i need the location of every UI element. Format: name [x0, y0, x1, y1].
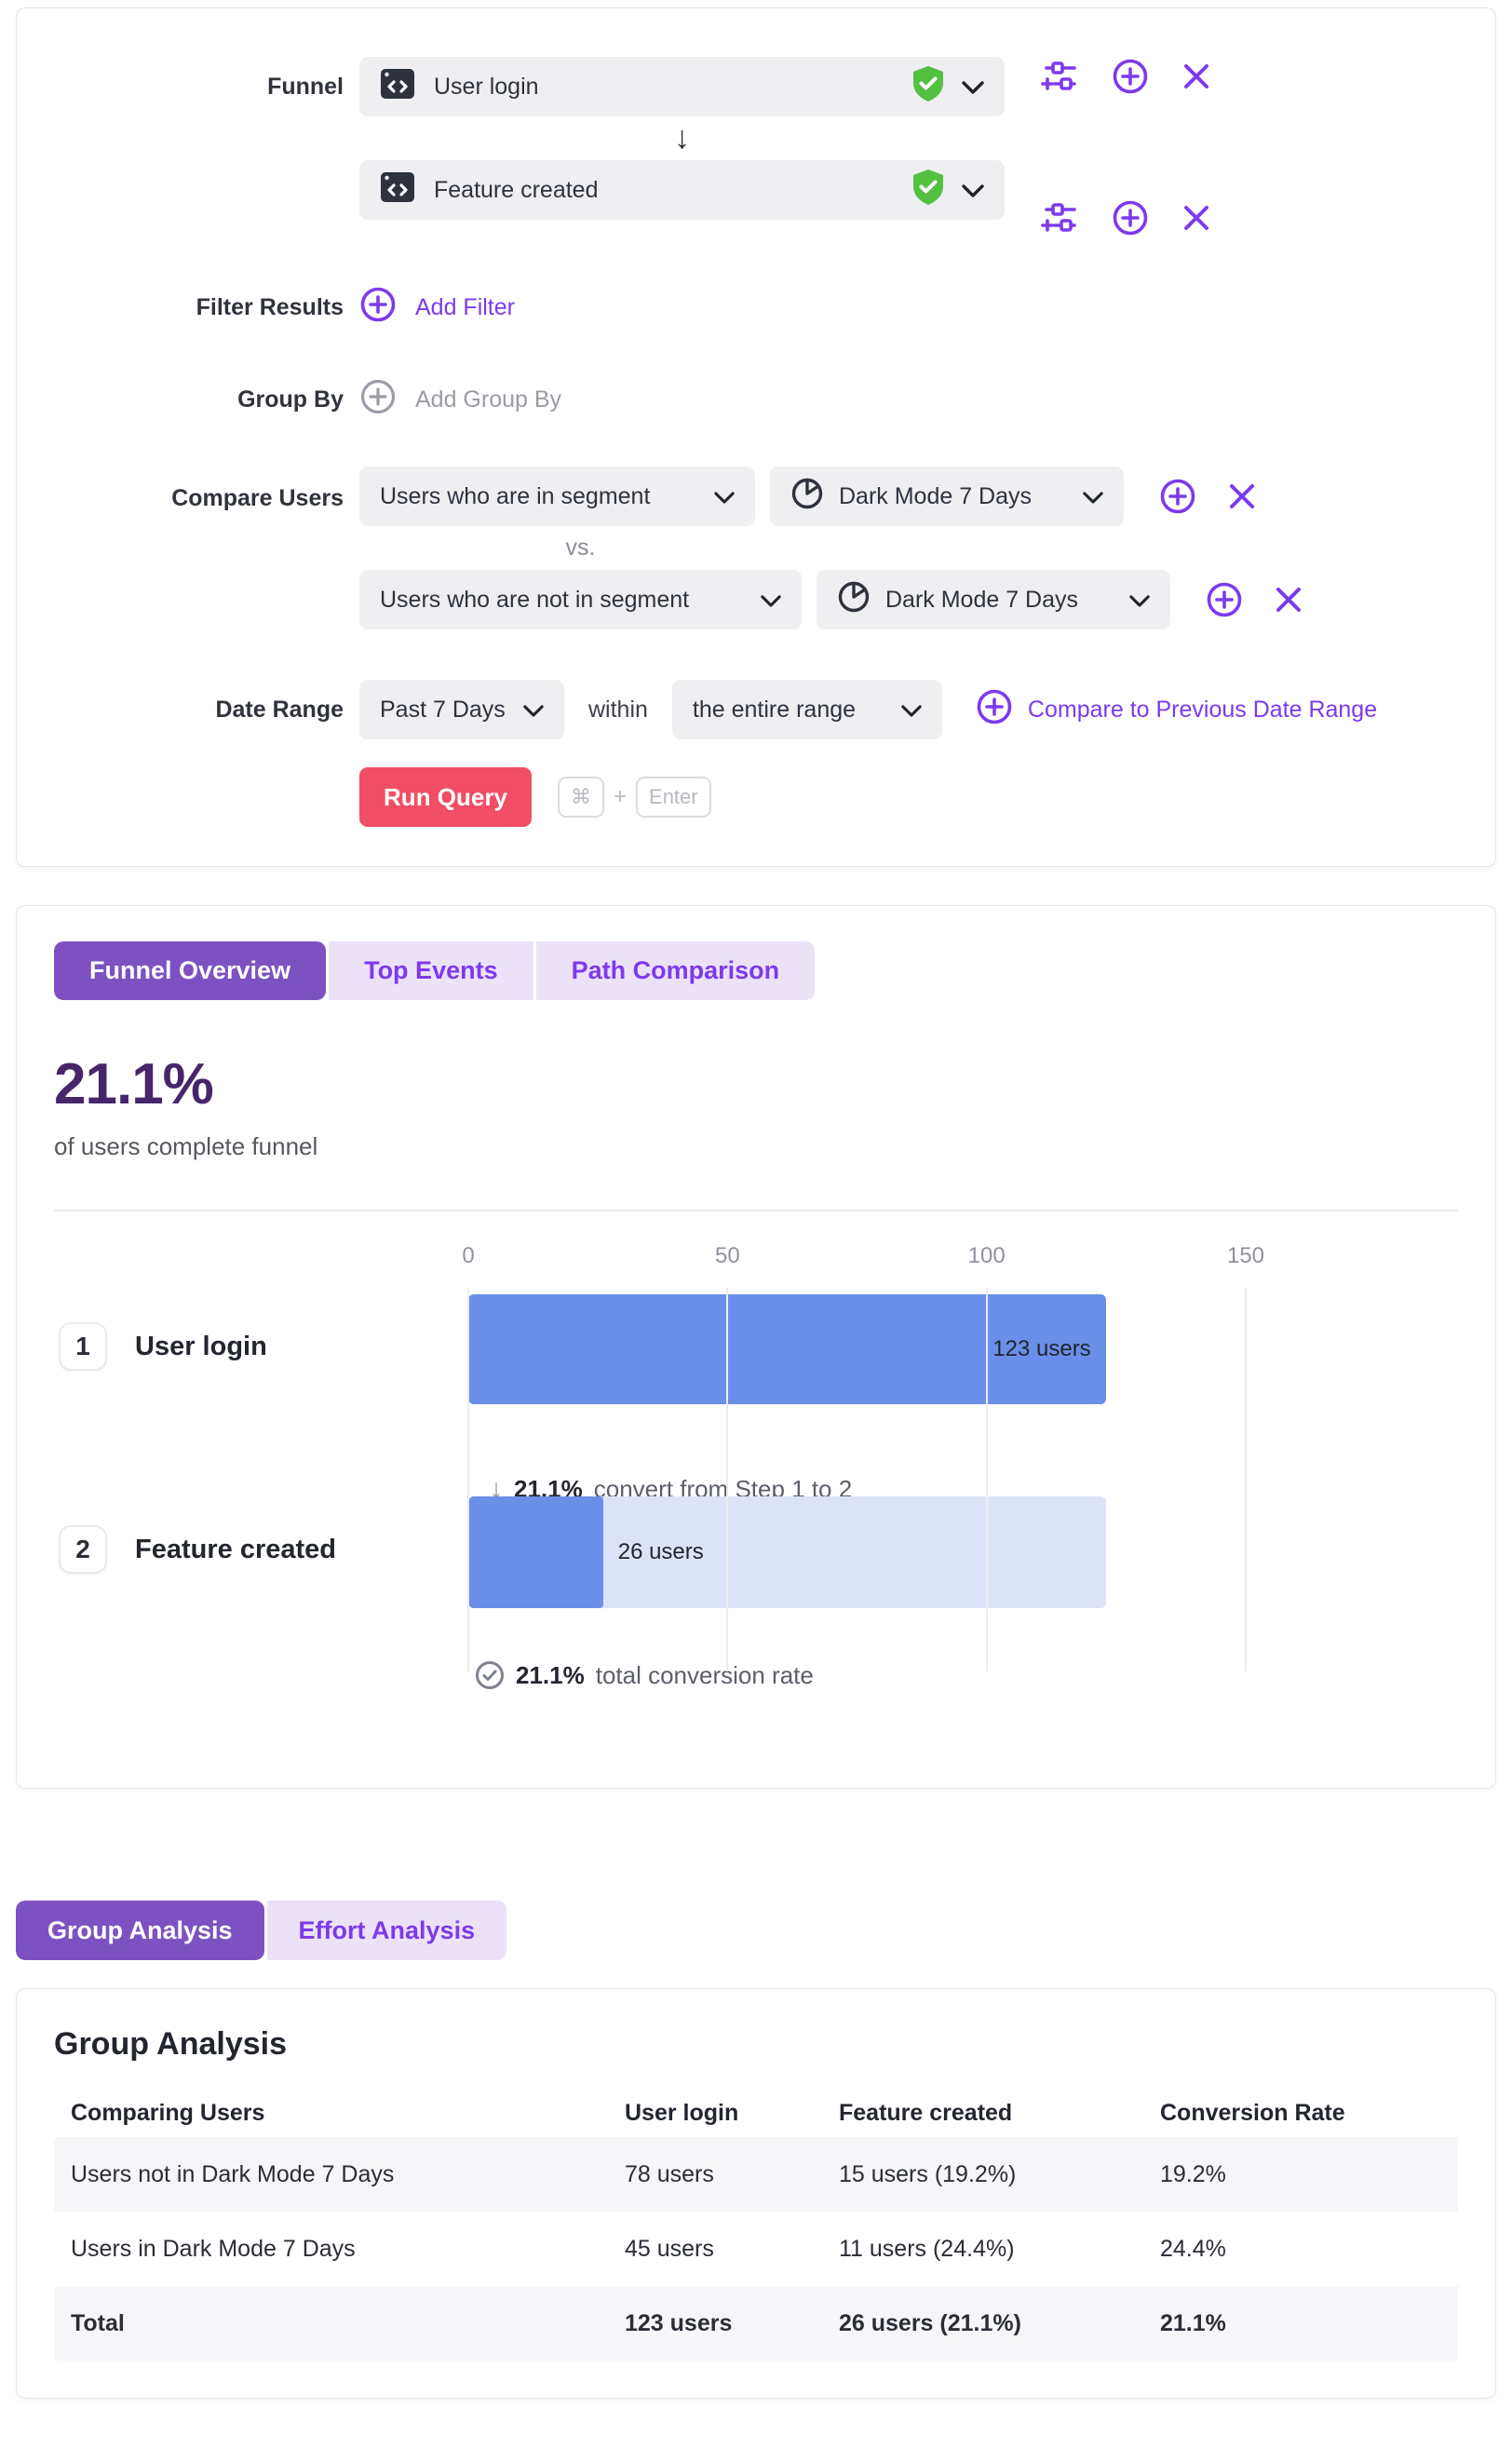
conversion-headline: 21.1% [54, 1052, 214, 1116]
chevron-down-icon [962, 74, 984, 101]
date-scope-select[interactable]: the entire range [671, 680, 942, 739]
tab-top-events[interactable]: Top Events [329, 941, 533, 1000]
funnel-step-1-name: User login [434, 73, 539, 100]
x-axis-tick-label: 150 [1226, 1243, 1265, 1268]
event-icon [380, 171, 415, 210]
total-conversion-note: 21.1% total conversion rate [475, 1660, 814, 1690]
query-builder-card: Funnel User login ↓ [16, 7, 1496, 867]
compare-previous-range-link[interactable]: Compare to Previous Date Range [976, 688, 1377, 732]
down-arrow-icon: ↓ [490, 1474, 503, 1503]
step-1-add-icon[interactable] [1112, 58, 1149, 95]
funnel-label: Funnel [267, 74, 344, 100]
x-axis-tick-label: 50 [714, 1243, 740, 1268]
compare-2-remove-icon[interactable] [1275, 586, 1303, 614]
table-row: Users in Dark Mode 7 Days 45 users 11 us… [71, 2235, 1226, 2262]
conversion-caption: of users complete funnel [54, 1132, 318, 1160]
compare-users-label: Compare Users [171, 485, 344, 511]
check-circle-icon [475, 1660, 505, 1690]
results-tab-group: Funnel Overview Top Events Path Comparis… [54, 941, 816, 1000]
plus-circle-icon [359, 286, 397, 330]
x-axis-tick-label: 100 [967, 1243, 1006, 1268]
x-axis-tick-label: 0 [462, 1243, 475, 1268]
compare-segment-type-2-select[interactable]: Users who are not in segment [359, 570, 802, 629]
funnel-results-card: Funnel Overview Top Events Path Comparis… [16, 905, 1496, 1789]
verified-shield-icon [911, 169, 945, 212]
group-analysis-table: Comparing Users User login Feature creat… [54, 2089, 1458, 2361]
funnel-bar-step-2 [468, 1496, 603, 1608]
compare-segment-2-select[interactable]: Dark Mode 7 Days [817, 570, 1170, 629]
step-1-filter-icon[interactable] [1039, 57, 1078, 96]
date-range-label: Date Range [215, 696, 344, 723]
tab-effort-analysis[interactable]: Effort Analysis [266, 1901, 507, 1960]
compare-1-add-icon[interactable] [1159, 478, 1196, 515]
analysis-tab-group: Group Analysis Effort Analysis [16, 1901, 507, 1960]
plus-circle-icon [976, 688, 1013, 732]
gridline [1245, 1288, 1247, 1671]
funnel-step-1-select[interactable]: User login [359, 57, 1005, 116]
table-row-total: Total 123 users 26 users (21.1%) 21.1% [54, 2286, 1458, 2361]
chevron-down-icon [761, 587, 781, 614]
step-2-filter-icon[interactable] [1039, 198, 1078, 237]
event-icon [380, 68, 415, 106]
tab-funnel-overview[interactable]: Funnel Overview [54, 941, 327, 1000]
funnel-step-2-name: Feature created [434, 176, 599, 203]
gridline [467, 1288, 469, 1671]
tab-path-comparison[interactable]: Path Comparison [535, 941, 816, 1000]
compare-segment-type-1-select[interactable]: Users who are in segment [359, 467, 755, 526]
verified-shield-icon [911, 65, 945, 109]
funnel-step-2-select[interactable]: Feature created [359, 160, 1005, 220]
run-query-button[interactable]: Run Query [359, 767, 532, 827]
step-2-users-value: 26 users [617, 1539, 704, 1564]
col-header-comparing-users: Comparing Users [71, 2099, 265, 2126]
add-filter-button[interactable]: Add Filter [359, 286, 515, 330]
step-1-label: User login [135, 1331, 267, 1361]
gridline [985, 1288, 988, 1671]
filter-results-label: Filter Results [196, 294, 344, 320]
group-analysis-card: Group Analysis Comparing Users User logi… [16, 1988, 1496, 2399]
compare-2-add-icon[interactable] [1206, 581, 1243, 618]
chevron-down-icon [714, 483, 735, 510]
segment-pie-icon [790, 477, 824, 517]
step-2-number: 2 [59, 1525, 107, 1574]
keyboard-shortcut-hint: ⌘ + Enter [558, 777, 711, 818]
compare-segment-1-select[interactable]: Dark Mode 7 Days [770, 467, 1124, 526]
funnel-chart: 1 User login 123 users ↓ 21.1% convert f… [54, 1243, 1458, 1746]
chevron-down-icon [523, 697, 544, 724]
funnel-bar-step-2-track: 26 users [468, 1496, 1106, 1608]
group-analysis-title: Group Analysis [54, 2026, 288, 2062]
step-2-label: Feature created [135, 1534, 336, 1564]
chevron-down-icon [1129, 587, 1150, 614]
vs-separator: vs. [565, 534, 596, 561]
enter-key: Enter [636, 777, 711, 818]
step-1-users-value: 123 users [992, 1336, 1091, 1361]
col-header-conversion-rate: Conversion Rate [1160, 2099, 1345, 2126]
col-header-feature-created: Feature created [839, 2099, 1013, 2126]
funnel-bar-step-1: 123 users [468, 1294, 1106, 1404]
plus-circle-icon [359, 378, 397, 422]
group-by-label: Group By [237, 386, 344, 413]
cmd-key: ⌘ [558, 777, 604, 818]
date-range-select[interactable]: Past 7 Days [359, 680, 564, 739]
step-2-remove-icon[interactable] [1182, 204, 1210, 232]
step-1-remove-icon[interactable] [1182, 62, 1210, 90]
add-group-by-button[interactable]: Add Group By [359, 378, 561, 422]
segment-pie-icon [837, 580, 871, 620]
chevron-down-icon [962, 177, 984, 204]
step-2-add-icon[interactable] [1112, 199, 1149, 237]
compare-1-remove-icon[interactable] [1228, 482, 1256, 510]
chevron-down-icon [901, 697, 922, 724]
step-1-number: 1 [59, 1322, 107, 1371]
step-flow-arrow: ↓ [674, 120, 690, 156]
tab-group-analysis[interactable]: Group Analysis [16, 1901, 264, 1960]
gridline [726, 1288, 729, 1671]
col-header-user-login: User login [625, 2099, 739, 2126]
chevron-down-icon [1083, 483, 1103, 510]
within-label: within [588, 696, 648, 723]
divider [54, 1210, 1458, 1211]
table-row: Users not in Dark Mode 7 Days 78 users 1… [54, 2137, 1458, 2212]
